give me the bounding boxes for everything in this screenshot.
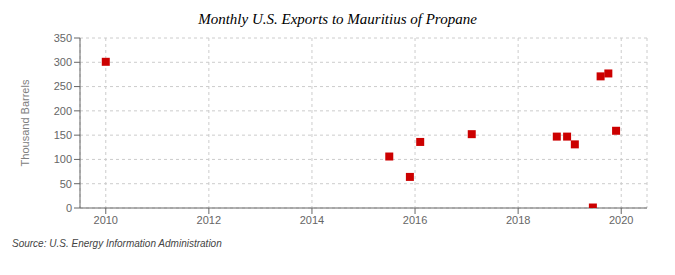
svg-text:150: 150 [54, 129, 72, 141]
svg-text:2014: 2014 [300, 214, 324, 226]
svg-text:350: 350 [54, 32, 72, 44]
html-text:Monthly U.S. Exports to Maurit: Monthly U.S. Exports to Mauritius of Pro… [198, 11, 477, 27]
html-text:Source: U.S. Energy Informatio: Source: U.S. Energy Information Administ… [12, 238, 222, 249]
svg-text:2012: 2012 [197, 214, 221, 226]
svg-text:2016: 2016 [403, 214, 427, 226]
svg-text:Thousand Barrels: Thousand Barrels [19, 79, 31, 166]
svg-text:50: 50 [60, 178, 72, 190]
svg-text:2010: 2010 [94, 214, 118, 226]
svg-text:200: 200 [54, 105, 72, 117]
svg-text:300: 300 [54, 56, 72, 68]
svg-text:2018: 2018 [506, 214, 530, 226]
svg-text:250: 250 [54, 80, 72, 92]
svg-text:0: 0 [66, 202, 72, 214]
svg-text:2020: 2020 [609, 214, 633, 226]
svg-text:100: 100 [54, 153, 72, 165]
